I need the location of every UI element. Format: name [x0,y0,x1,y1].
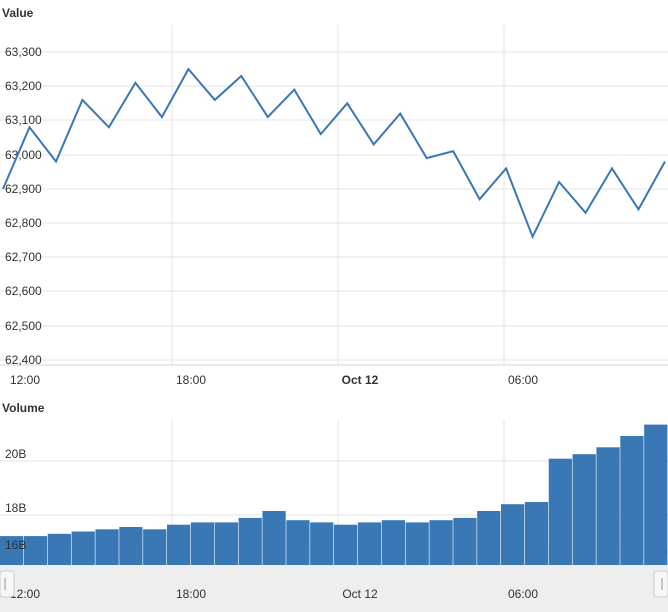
value-x-tick-label: 12:00 [10,373,40,387]
navigator-x-tick-label: 12:00 [10,587,40,601]
navigator-x-tick-label: Oct 12 [342,587,378,601]
volume-bar [167,524,191,565]
value-y-tick-label: 62,600 [5,284,42,298]
value-y-tick-label: 62,500 [5,319,42,333]
volume-bar [405,522,429,565]
volume-bar [381,520,405,565]
value-chart-title: Value [2,6,34,20]
navigator-left-handle[interactable] [0,570,15,598]
volume-bar [620,436,644,565]
volume-bar [644,424,668,565]
volume-bar [119,527,143,565]
volume-bar [262,511,286,565]
volume-bar [477,511,501,565]
value-line [2,67,666,240]
navigator-x-tick-labels: 12:00 18:00 Oct 12 06:00 [10,587,538,601]
volume-bar [286,520,310,565]
volume-bar [0,536,24,565]
value-x-tick-label: 06:00 [508,373,538,387]
value-y-tick-label: 63,100 [5,113,42,127]
volume-bar [190,522,215,565]
volume-bar [501,504,525,565]
value-chart-gridlines [0,25,668,366]
volume-bar [572,454,596,565]
navigator-x-tick-label: 18:00 [176,587,206,601]
volume-bar [524,502,549,565]
volume-bar [310,522,334,565]
volume-chart-y-tick-labels: 20B 18B 16B [5,447,26,552]
value-x-tick-label: 18:00 [176,373,206,387]
volume-bar [429,520,453,565]
value-y-tick-label: 62,400 [5,353,42,367]
volume-bar [238,517,262,565]
value-x-tick-label: Oct 12 [342,373,379,387]
navigator-background[interactable] [0,565,668,612]
volume-bar [357,522,382,565]
volume-y-tick-label: 18B [5,501,26,515]
volume-bar [71,531,95,565]
value-chart-y-tick-labels: 63,300 63,200 63,100 63,000 62,900 62,800 62,7… [5,45,42,367]
volume-bar [95,529,119,566]
volume-y-tick-label: 16B [5,538,26,552]
value-y-tick-label: 63,000 [5,148,42,162]
volume-y-tick-label: 20B [5,447,26,461]
navigator-right-handle[interactable] [653,570,668,598]
volume-bars [0,424,668,566]
value-y-tick-label: 62,900 [5,182,42,196]
volume-chart-title: Volume [2,401,45,415]
navigator-x-tick-label: 06:00 [508,587,538,601]
volume-bar [548,458,572,565]
volume-bar [453,517,477,565]
value-y-tick-label: 62,700 [5,250,42,264]
value-y-tick-label: 62,800 [5,216,42,230]
value-y-tick-label: 63,200 [5,79,42,93]
value-chart-x-tick-labels: 12:00 18:00 Oct 12 06:00 [10,373,538,387]
volume-bar [334,524,358,565]
volume-bar [23,536,48,565]
volume-bar [47,533,71,565]
volume-bar [596,447,620,565]
volume-bar [143,529,167,566]
value-y-tick-label: 63,300 [5,45,42,59]
volume-bar [214,522,238,565]
